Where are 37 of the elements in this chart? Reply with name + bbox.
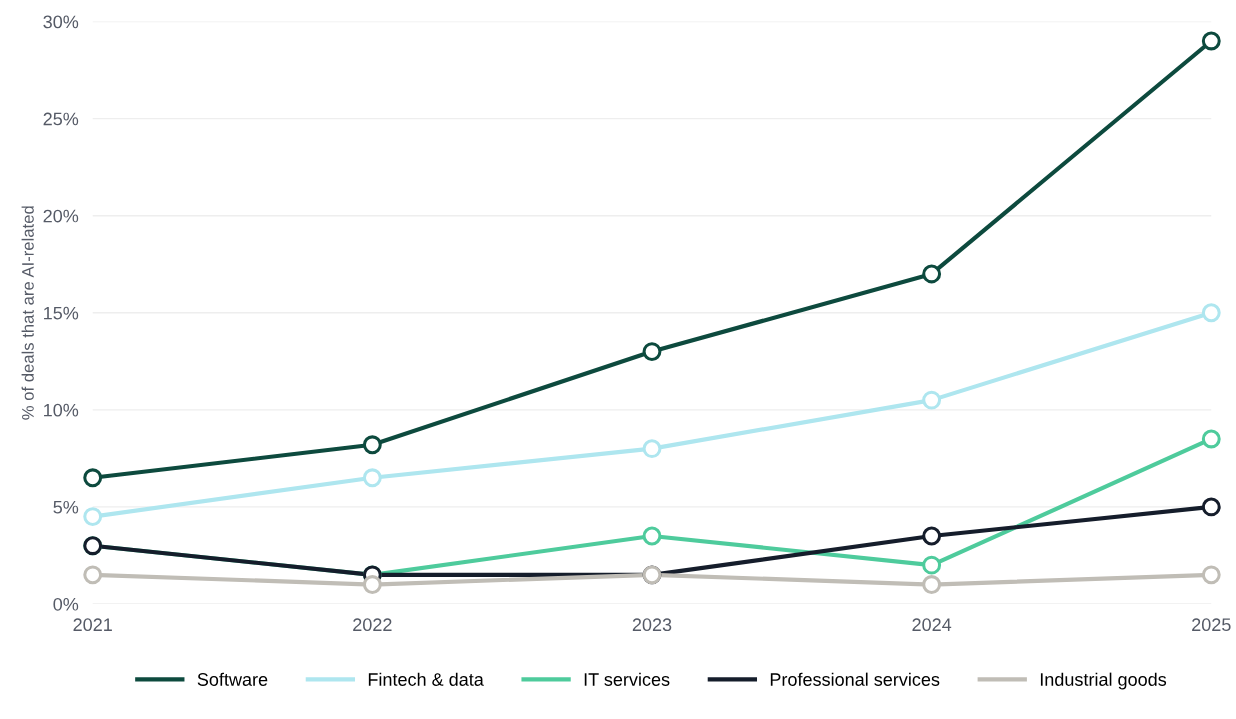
point xyxy=(362,575,382,594)
point xyxy=(642,439,662,459)
point xyxy=(922,555,942,575)
legend-label: Software xyxy=(197,672,268,686)
point xyxy=(362,435,382,455)
point xyxy=(642,342,662,362)
y-tick-label: 5% xyxy=(53,500,79,514)
x-tick-label: 2024 xyxy=(912,618,952,632)
point xyxy=(362,468,382,488)
point xyxy=(922,264,942,284)
x-tick-label: 2023 xyxy=(632,618,672,632)
point xyxy=(922,526,942,546)
point xyxy=(1201,303,1221,323)
point xyxy=(642,526,662,546)
point xyxy=(1201,497,1221,517)
y-tick-label: 30% xyxy=(43,15,79,29)
x-tick-label: 2022 xyxy=(353,618,392,632)
legend-label: Industrial goods xyxy=(1040,672,1167,690)
point xyxy=(922,390,942,410)
y-tick-label: 20% xyxy=(43,209,79,223)
y-tick-label: 25% xyxy=(43,112,79,126)
point xyxy=(922,575,942,594)
legend-label: Professional services xyxy=(770,672,940,686)
legend-label: Fintech & data xyxy=(368,672,484,686)
point xyxy=(83,507,103,527)
y-tick-label: 10% xyxy=(44,403,79,417)
point xyxy=(1201,565,1221,585)
point xyxy=(1201,31,1221,51)
y-axis-title: % of deals that are AI-related xyxy=(21,206,34,420)
point xyxy=(83,565,103,585)
x-tick-label: 2021 xyxy=(73,618,112,632)
point xyxy=(1201,429,1221,449)
point xyxy=(83,468,103,488)
legend-label: IT services xyxy=(584,672,670,686)
x-tick-label: 2025 xyxy=(1192,618,1231,632)
y-tick-label: 15% xyxy=(44,306,79,320)
y-tick-label: 0% xyxy=(53,597,79,611)
